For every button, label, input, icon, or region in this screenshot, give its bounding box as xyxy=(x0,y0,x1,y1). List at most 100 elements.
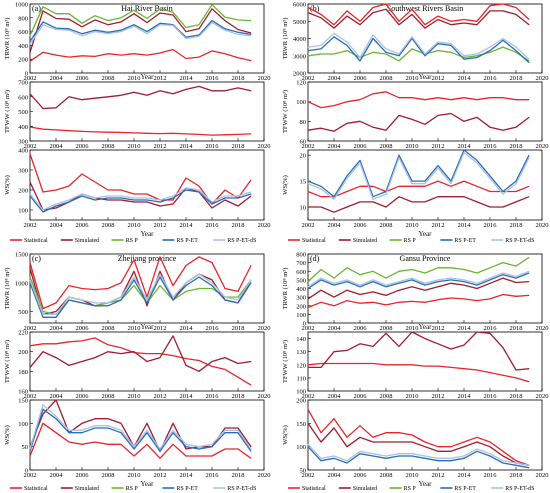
data-point-rs_petds xyxy=(424,53,426,55)
data-point-rs_pet xyxy=(211,203,213,205)
data-point-rs_petds xyxy=(42,314,44,315)
data-point-simulated xyxy=(55,357,57,358)
y-tick-label: 200 xyxy=(18,188,28,195)
y-tick-label: 150 xyxy=(296,421,306,428)
data-point-simulated xyxy=(237,427,239,429)
data-point-simulated xyxy=(385,206,387,208)
data-point-statistical xyxy=(198,185,200,187)
data-point-rs_pet xyxy=(107,31,109,33)
data-point-rs_petds xyxy=(359,162,361,164)
legend: Statistical Simulated RS P RS P-ET RS P-ET-d… xyxy=(10,238,256,244)
data-point-statistical xyxy=(94,56,96,57)
x-tick-label: 2006 xyxy=(354,472,368,479)
data-point-simulated xyxy=(29,93,31,95)
data-point-statistical xyxy=(133,132,135,134)
data-point-simulated xyxy=(107,24,109,26)
data-point-rs_pet xyxy=(185,36,187,38)
data-point-rs_petds xyxy=(385,455,387,457)
data-point-simulated xyxy=(359,201,361,203)
x-tick-label: 2014 xyxy=(180,325,194,332)
data-point-rs_pet xyxy=(489,279,491,281)
data-point-simulated xyxy=(502,206,504,208)
data-point-simulated xyxy=(185,365,187,366)
data-point-rs_pet xyxy=(359,286,361,288)
data-point-simulated xyxy=(42,10,44,12)
x-tick-label: 2004 xyxy=(50,472,64,479)
data-point-rs_petds xyxy=(107,195,109,197)
data-point-rs_p xyxy=(398,270,400,272)
data-point-rs_pet xyxy=(307,180,309,182)
data-point-rs_pet xyxy=(237,302,239,304)
legend-label: RS P-ET xyxy=(176,486,198,492)
data-point-rs_petds xyxy=(107,425,109,427)
x-tick-label: 2006 xyxy=(76,143,90,150)
data-point-statistical xyxy=(55,129,57,131)
data-point-statistical xyxy=(172,132,174,134)
series-line-rs_petds xyxy=(307,270,530,288)
data-point-rs_p xyxy=(198,288,200,289)
data-point-statistical xyxy=(346,363,348,364)
x-tick-label: 2020 xyxy=(258,75,271,82)
series-line-simulated xyxy=(307,277,530,300)
data-point-simulated xyxy=(172,14,174,16)
data-point-simulated xyxy=(146,94,148,96)
data-point-simulated xyxy=(224,20,226,21)
data-point-rs_petds xyxy=(411,277,413,279)
data-point-rs_pet xyxy=(307,446,309,448)
data-point-rs_petds xyxy=(224,429,226,431)
y-tick-label: 400 xyxy=(18,43,28,50)
data-point-rs_pet xyxy=(146,302,148,304)
subplot-2: 10 15 20 2002 2004 2006 2008 2010 2012 2014 2016 20… xyxy=(282,149,549,229)
data-point-statistical xyxy=(411,364,413,366)
data-point-simulated xyxy=(385,8,387,10)
data-point-rs_petds xyxy=(133,197,135,199)
x-tick-label: 2010 xyxy=(128,75,141,82)
data-point-simulated xyxy=(320,17,322,19)
x-tick-label: 2020 xyxy=(258,325,271,332)
data-point-statistical xyxy=(146,296,148,298)
data-point-rs_petds xyxy=(237,429,239,431)
data-point-statistical xyxy=(398,364,400,366)
series-line-statistical xyxy=(307,91,529,109)
x-tick-label: 2002 xyxy=(302,472,315,479)
data-point-rs_pet xyxy=(81,195,83,197)
data-point-rs_pet xyxy=(515,464,517,466)
data-point-rs_petds xyxy=(424,455,426,457)
data-point-rs_pet xyxy=(333,284,335,286)
x-tick-label: 2018 xyxy=(232,325,245,332)
y-tick-label: 120 xyxy=(296,80,306,87)
data-point-statistical xyxy=(359,20,361,22)
series-line-statistical xyxy=(29,126,252,136)
data-point-rs_petds xyxy=(398,281,400,282)
data-point-statistical xyxy=(411,434,413,436)
data-point-simulated xyxy=(437,115,439,116)
data-point-rs_petds xyxy=(120,296,122,298)
x-tick-label: 2006 xyxy=(354,393,368,400)
data-point-rs_pet xyxy=(107,197,109,199)
subplot-1: 60 80 100 120 2002 2004 2006 2008 2010 2012 2014 20… xyxy=(282,80,549,151)
data-point-simulated xyxy=(55,311,57,312)
x-tick-label: 2010 xyxy=(406,325,419,332)
data-point-rs_pet xyxy=(398,455,400,457)
data-point-statistical xyxy=(424,441,426,443)
data-point-statistical xyxy=(198,455,200,457)
series-line-rs_p xyxy=(307,46,530,62)
data-point-simulated xyxy=(172,335,174,337)
data-point-simulated xyxy=(224,427,226,429)
data-point-rs_petds xyxy=(198,36,200,37)
data-point-simulated xyxy=(502,455,504,457)
y-tick-label: 100 xyxy=(18,421,28,428)
x-tick-label: 2018 xyxy=(510,75,523,82)
x-tick-label: 2016 xyxy=(484,143,498,150)
data-point-rs_pet xyxy=(159,201,161,203)
data-point-rs_pet xyxy=(172,432,174,434)
y-tick-label: 1500 xyxy=(15,252,28,259)
series-line-rs_pet xyxy=(307,149,530,198)
data-point-statistical xyxy=(333,305,335,307)
data-point-rs_petds xyxy=(250,279,252,281)
data-point-rs_p xyxy=(250,20,252,21)
data-point-simulated xyxy=(372,12,374,14)
data-point-simulated xyxy=(81,26,83,28)
series-line-rs_pet xyxy=(307,36,530,64)
data-point-statistical xyxy=(224,288,226,289)
